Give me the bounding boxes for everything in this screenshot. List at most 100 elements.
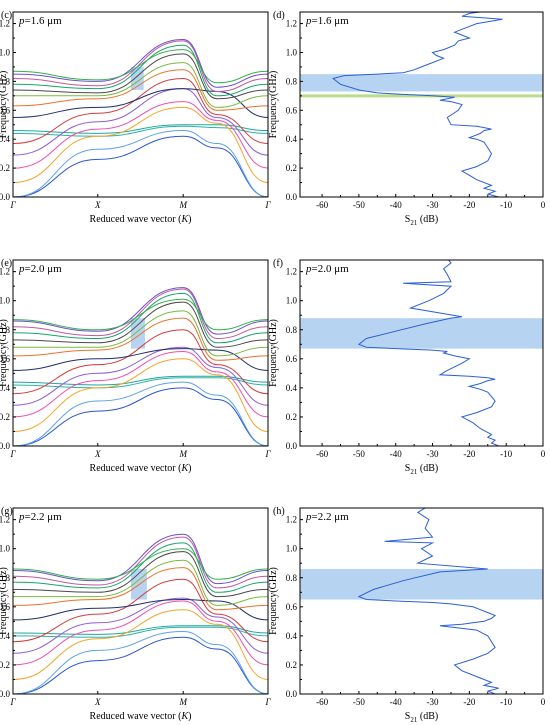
x-axis-label-sub: 21 xyxy=(410,716,418,724)
y-axis-label: Frequency(GHz) xyxy=(268,71,279,139)
x-tick-label: Γ xyxy=(9,697,16,707)
y-tick-label: 1.2 xyxy=(286,267,297,277)
x-tick-label: X xyxy=(94,200,101,210)
panel-label: (f) xyxy=(273,258,283,269)
x-tick-label: Γ xyxy=(264,200,271,210)
x-axis-label-tail: ) xyxy=(188,463,191,474)
bandgap-region xyxy=(130,318,145,349)
band-curve xyxy=(13,626,268,638)
band-curve xyxy=(13,287,268,335)
band-curve xyxy=(13,377,268,389)
y-tick-label: 0.8 xyxy=(286,325,298,335)
y-tick-label: 0.6 xyxy=(0,354,11,364)
band-curve xyxy=(13,129,268,197)
panel-label: (c) xyxy=(1,10,12,21)
annotation-unit: μm xyxy=(47,15,62,27)
y-axis-label: Frequency(GHz) xyxy=(0,71,9,139)
band-curve xyxy=(13,288,268,340)
y-tick-label: 0.2 xyxy=(286,163,297,173)
x-tick-label: -20 xyxy=(463,697,475,707)
band-curve xyxy=(13,101,268,169)
band-curve xyxy=(13,77,268,144)
band-curve xyxy=(13,38,268,88)
x-tick-label: -30 xyxy=(427,697,439,707)
plot-frame xyxy=(299,507,544,695)
y-tick-label: 1.2 xyxy=(0,19,10,29)
y-tick-label: 0.0 xyxy=(286,689,298,699)
y-tick-label: 1.0 xyxy=(286,544,298,554)
x-axis-label-sub: 21 xyxy=(410,468,418,476)
y-tick-label: 0.0 xyxy=(0,441,11,451)
x-tick-label: X xyxy=(94,697,101,707)
y-tick-label: 1.0 xyxy=(286,296,298,306)
panel-annotation: p=1.6 μm xyxy=(18,15,62,27)
y-tick-label: 1.2 xyxy=(286,19,297,29)
band-curve xyxy=(13,533,268,585)
x-axis-label-italic: K xyxy=(180,711,189,722)
y-tick-label: 0.6 xyxy=(0,602,11,612)
annotation-unit: μm xyxy=(334,263,349,275)
y-tick-label: 0.4 xyxy=(0,383,11,393)
x-axis-label-italic: K xyxy=(180,214,189,225)
x-tick-label: -20 xyxy=(463,200,475,210)
panel-g: 0.0 0.2 0.4 0.6 0.8 1.0 1.2 Γ X M Γ Reduced wave ve… xyxy=(0,506,271,722)
plot-area xyxy=(13,38,268,197)
x-tick-label: -50 xyxy=(353,200,365,210)
annotation-italic: p xyxy=(18,511,25,523)
panel-annotation: p=2.2 μm xyxy=(18,511,62,523)
band-curve xyxy=(13,106,268,183)
band-curve xyxy=(13,135,268,197)
x-axis-label-italic: K xyxy=(180,463,189,474)
x-axis-label-tail: (dB) xyxy=(417,463,438,474)
y-tick-label: 0.6 xyxy=(286,602,298,612)
y-tick-label: 1.2 xyxy=(286,515,297,525)
panel-label: (h) xyxy=(273,506,285,517)
x-tick-label: Γ xyxy=(264,697,271,707)
x-axis-label-main: S xyxy=(405,711,411,722)
band-curve xyxy=(13,69,268,111)
y-tick-label: 0.2 xyxy=(0,412,10,422)
x-axis-label-tail: ) xyxy=(188,214,191,225)
x-axis-label-main: S xyxy=(405,463,411,474)
band-curve xyxy=(13,578,268,643)
transmission-curve xyxy=(331,12,503,197)
panel-annotation: p=1.6 μm xyxy=(305,15,349,27)
x-tick-label: -60 xyxy=(316,200,328,210)
bandgap-region xyxy=(300,318,543,349)
x-axis-label-main: S xyxy=(405,214,411,225)
x-tick-label: -50 xyxy=(353,449,365,459)
x-axis-label: S21 (dB) xyxy=(405,214,438,227)
band-curve xyxy=(13,329,268,395)
y-tick-label: 0.6 xyxy=(286,354,298,364)
x-tick-label: X xyxy=(94,449,101,459)
plot-area xyxy=(300,12,543,197)
panel-label: (d) xyxy=(273,10,285,21)
annotation-unit: μm xyxy=(334,511,349,523)
plot-frame xyxy=(12,259,269,447)
band-curve xyxy=(13,597,268,654)
y-tick-label: 0.0 xyxy=(286,192,298,202)
x-axis-label: S21 (dB) xyxy=(405,711,438,724)
y-tick-label: 0.0 xyxy=(286,441,298,451)
band-curve xyxy=(13,548,268,580)
band-curve xyxy=(13,536,268,589)
y-tick-label: 0.2 xyxy=(286,412,297,422)
band-curve xyxy=(13,346,268,406)
panel-label: (e) xyxy=(1,258,12,269)
band-curve xyxy=(13,630,268,694)
x-tick-label: 0 xyxy=(541,697,546,707)
y-tick-label: 1.0 xyxy=(0,296,11,306)
y-tick-label: 1.2 xyxy=(0,515,10,525)
y-tick-label: 0.8 xyxy=(286,573,298,583)
band-curve xyxy=(13,44,268,97)
x-tick-label: M xyxy=(178,449,187,459)
y-axis-label: Frequency(GHz) xyxy=(0,567,9,635)
band-curve xyxy=(13,53,268,100)
plot-frame xyxy=(12,507,269,695)
band-curve xyxy=(13,542,268,593)
y-tick-label: 0.8 xyxy=(0,76,11,86)
band-curve xyxy=(13,350,268,418)
y-tick-label: 0.2 xyxy=(286,660,297,670)
band-curve xyxy=(13,559,268,606)
x-tick-label: Γ xyxy=(9,449,16,459)
